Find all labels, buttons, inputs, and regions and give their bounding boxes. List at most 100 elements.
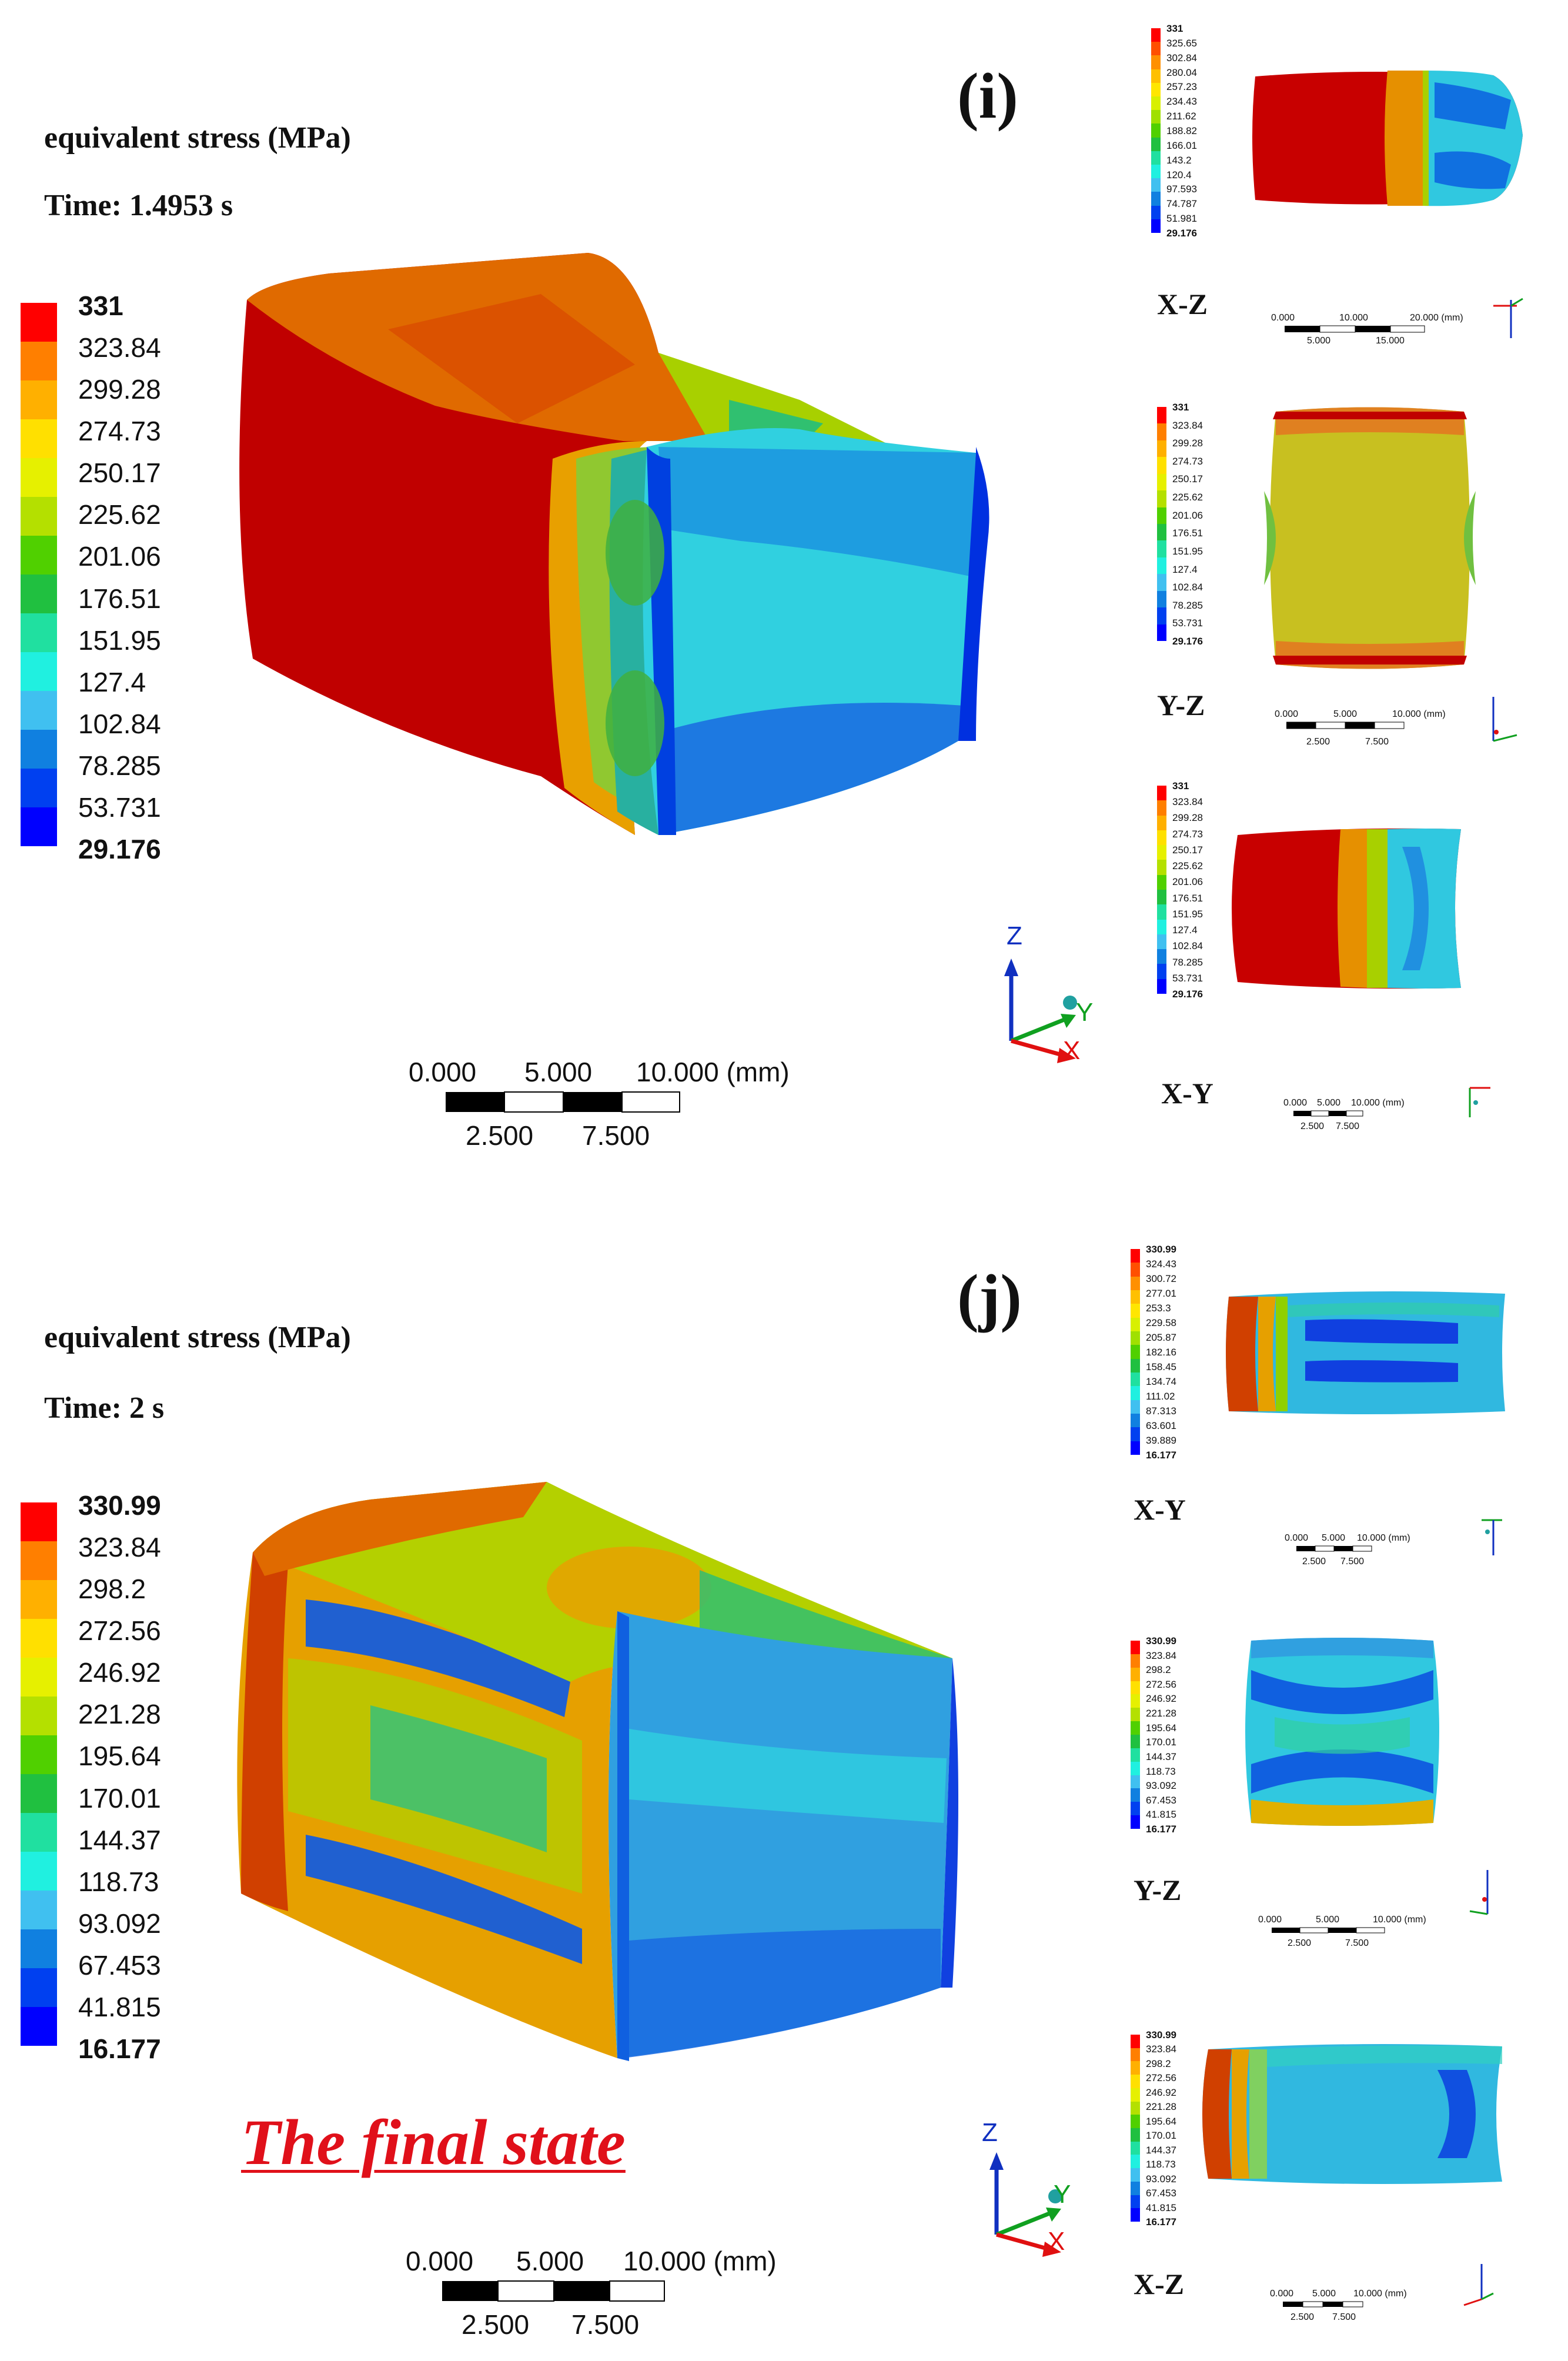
- view-i-yz: [1264, 407, 1476, 669]
- legend-value: 331: [1172, 780, 1189, 792]
- legend-swatch: [1151, 192, 1161, 206]
- legend-value: 272.56: [78, 1615, 161, 1647]
- sscale-i2-t2: 10.000 (mm): [1351, 1098, 1405, 1108]
- legend-value: 298.2: [78, 1574, 146, 1605]
- legend-value: 16.177: [1146, 1824, 1176, 1835]
- view-j-xy: [1226, 1291, 1505, 1414]
- legend-value: 298.2: [1146, 1664, 1171, 1676]
- legend-swatch: [1131, 1358, 1140, 1373]
- legend-value: 201.06: [78, 541, 161, 572]
- small-triad-j-xz: [1463, 2264, 1494, 2306]
- top-red-edge: [253, 1482, 547, 1576]
- legend-swatch: [1157, 890, 1166, 905]
- legend-swatch: [21, 1697, 57, 1735]
- legend-value: 127.4: [1172, 924, 1198, 936]
- sscale-i2-t1: 5.000: [1317, 1098, 1341, 1108]
- legend-value: 39.889: [1146, 1435, 1176, 1446]
- view-j-yz: [1245, 1638, 1439, 1826]
- legend-value: 151.95: [1172, 545, 1203, 557]
- legend-swatch: [1131, 2208, 1140, 2222]
- legend-value: 16.177: [1146, 1450, 1176, 1461]
- sscale-j1-t0: 0.000: [1258, 1915, 1282, 1925]
- legend-value: 225.62: [1172, 492, 1203, 503]
- legend-value: 277.01: [1146, 1288, 1176, 1299]
- legend-value: 221.28: [78, 1699, 161, 1730]
- legend-value: 166.01: [1166, 139, 1197, 151]
- legend-value: 323.84: [1172, 419, 1203, 431]
- sscale-j2-t0: 0.000: [1270, 2289, 1294, 2299]
- legend-swatch: [1157, 860, 1166, 876]
- legend-value: 246.92: [78, 1657, 161, 1688]
- legend-value: 78.285: [1172, 599, 1203, 611]
- face-left-red-edge: [241, 1552, 288, 1911]
- legend-swatch: [21, 769, 57, 807]
- legend-swatch: [1157, 440, 1166, 457]
- legend-title-i: equivalent stress (MPa): [44, 121, 351, 155]
- legend-value: 67.453: [1146, 2188, 1176, 2199]
- legend-swatch: [1151, 42, 1161, 56]
- legend-value: 29.176: [78, 834, 161, 864]
- legend-swatch: [1157, 786, 1166, 801]
- scale-j-5: 5.000: [516, 2246, 584, 2276]
- sscale-i0-t0: 0.000: [1271, 313, 1295, 323]
- legend-swatch: [1157, 457, 1166, 475]
- right-edge: [958, 447, 989, 741]
- legend-value: 331: [78, 290, 123, 321]
- legend-swatch: [1131, 1788, 1140, 1802]
- legend-swatch: [21, 1502, 57, 1541]
- small-triad-i-xy: [1469, 1087, 1490, 1117]
- legend-swatch: [1131, 1681, 1140, 1695]
- deformed-block-3d-i: [239, 253, 989, 835]
- legend-value: 53.731: [78, 792, 161, 823]
- legend-value: 87.313: [1146, 1405, 1176, 1417]
- legend-swatch: [1157, 423, 1166, 441]
- legend-swatch: [21, 575, 57, 613]
- axis-x-j: X: [1048, 2227, 1065, 2256]
- legend-value: 134.74: [1146, 1376, 1176, 1387]
- scale-i-5: 5.000: [524, 1057, 593, 1087]
- patch-green-2: [606, 670, 664, 776]
- patch-green-1: [606, 500, 664, 606]
- legend-swatch: [1131, 1641, 1140, 1655]
- legend-swatch: [1151, 82, 1161, 97]
- sscale-i1-b0: 2.500: [1306, 737, 1330, 747]
- sscale-j1-b0: 2.500: [1288, 1938, 1312, 1948]
- legend-value: 225.62: [1172, 860, 1203, 872]
- legend-value: 78.285: [78, 750, 161, 781]
- legend-swatch: [1157, 574, 1166, 592]
- legend-swatch: [1131, 1317, 1140, 1332]
- legend-swatch: [1131, 1263, 1140, 1277]
- axis-y-i: Y: [1076, 998, 1094, 1027]
- view-label-j-xy: X-Y: [1134, 1493, 1186, 1526]
- legend-value: 29.176: [1172, 636, 1203, 647]
- legend-swatch: [1131, 1815, 1140, 1829]
- legend-swatch: [1131, 1441, 1140, 1455]
- legend-value: 41.815: [78, 1991, 161, 2022]
- legend-value: 274.73: [78, 416, 161, 447]
- legend-value: 67.453: [1146, 1794, 1176, 1806]
- legend-value: 330.99: [1146, 1244, 1176, 1255]
- small-scale-bar-j-xz: [1283, 2301, 1363, 2307]
- legend-swatch: [21, 342, 57, 380]
- scale-j-10: 10.000 (mm): [623, 2246, 777, 2276]
- view-j-xz: [1202, 2044, 1502, 2184]
- legend-swatch: [1131, 2035, 1140, 2049]
- legend-value: 299.28: [1172, 438, 1203, 449]
- axis-y-j: Y: [1054, 2180, 1071, 2209]
- legend-value: 323.84: [78, 1532, 161, 1563]
- legend-swatch: [1131, 1708, 1140, 1722]
- sscale-j0-t1: 5.000: [1322, 1533, 1346, 1543]
- legend-swatch: [21, 1658, 57, 1697]
- final-state-caption: The final state: [241, 2106, 626, 2178]
- legend-swatch: [21, 2007, 57, 2046]
- legend-swatch: [1131, 1667, 1140, 1682]
- legend-value: 274.73: [1172, 455, 1203, 467]
- view-label-j-xz: X-Z: [1134, 2268, 1185, 2300]
- legend-swatch: [1131, 2195, 1140, 2209]
- scale-j-2-5: 2.500: [462, 2309, 530, 2340]
- legend-value: 118.73: [1146, 2159, 1176, 2170]
- small-scale-bar-i-xy: [1293, 1110, 1363, 1117]
- legend-swatch: [1157, 830, 1166, 846]
- scale-i-2-5: 2.500: [466, 1120, 534, 1151]
- legend-swatch: [1131, 2168, 1140, 2182]
